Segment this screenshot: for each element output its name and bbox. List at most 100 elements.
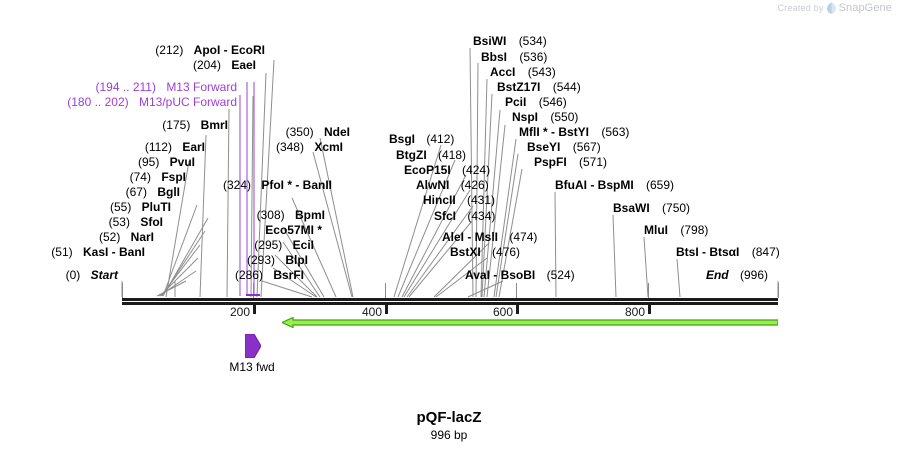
site-label-ecop15i[interactable]: EcoP15I (424) [404, 164, 490, 176]
site-name: ApoI - EcoRI [193, 43, 265, 57]
site-name: BsrFI [273, 268, 304, 282]
site-label-bbsi[interactable]: BbsI (536) [481, 51, 547, 63]
site-label-pcii[interactable]: PciI (546) [505, 96, 567, 108]
site-name: Start [90, 268, 118, 282]
site-name: KasI - BanI [82, 245, 145, 259]
site-position: (426) [460, 178, 489, 192]
site-name: PluTI [141, 200, 171, 214]
site-label-nspi[interactable]: NspI (550) [512, 111, 578, 123]
site-position: (295) [254, 238, 283, 252]
site-name: BtgZI [396, 148, 427, 162]
site-label-bstz17i[interactable]: BstZ17I (544) [497, 81, 581, 93]
site-name: FspI [161, 170, 186, 184]
site-label-ecii[interactable]: (295) EciI [254, 239, 314, 251]
ruler-tick-400 [385, 305, 388, 314]
site-label-pluti[interactable]: (55) PluTI [110, 201, 171, 213]
site-label-bgli[interactable]: (67) BglI [126, 186, 180, 198]
site-position: (348) [275, 140, 304, 154]
site-name: SfoI [140, 215, 163, 229]
feature-arrow-lacZ[interactable] [282, 317, 778, 328]
site-position: (536) [519, 50, 548, 64]
site-label-mlui[interactable]: MluI (798) [644, 224, 708, 236]
snapgene-logo-icon [826, 2, 836, 14]
site-name: BmrI [200, 118, 228, 132]
site-label-mfli-bstyi[interactable]: MflI * - BstYI (563) [519, 126, 629, 138]
site-label-pspfi[interactable]: PspFI (571) [534, 156, 607, 168]
primer-label-m13-forward[interactable]: (194 .. 211) M13 Forward [95, 81, 237, 93]
gridline [516, 283, 517, 298]
site-position: (659) [646, 178, 675, 192]
site-label-hincii[interactable]: HincII (431) [423, 194, 495, 206]
site-name: MflI * - BstYI [519, 125, 590, 139]
site-label-bseyi[interactable]: BseYI (567) [527, 141, 601, 153]
site-label-pfoi-banii[interactable]: (324) PfoI * - BanII [223, 179, 332, 191]
site-position: (324) [222, 178, 251, 192]
site-position: (350) [285, 125, 314, 139]
site-position: (95) [137, 155, 160, 169]
site-position: (798) [680, 223, 709, 237]
site-label-fspi[interactable]: (74) FspI [130, 171, 186, 183]
site-position: (431) [467, 193, 496, 207]
plasmid-title: pQF-lacZ [416, 409, 482, 426]
site-label-alei-msli[interactable]: AleI - MslI (474) [442, 231, 537, 243]
site-label-ndei[interactable]: (350) NdeI [286, 126, 350, 138]
site-name: BglI [157, 185, 180, 199]
site-label-eco57mi[interactable]: Eco57MI * [265, 224, 322, 236]
site-name: PfoI * - BanII [261, 178, 332, 192]
site-name: NspI [512, 110, 539, 124]
primer-label-m13-puc-forward[interactable]: (180 .. 202) M13/pUC Forward [67, 96, 237, 108]
site-label-bpmi[interactable]: (308) BpmI [257, 209, 325, 221]
site-position: (52) [98, 230, 121, 244]
site-label-bsiwi[interactable]: BsiWI (534) [473, 35, 547, 47]
site-label-bmri[interactable]: (175) BmrI [162, 119, 228, 131]
site-position: (51) [51, 245, 73, 259]
site-name: BseYI [527, 140, 561, 154]
site-label-eaei[interactable]: (204) EaeI [193, 59, 256, 71]
primer-arrow-m13-fwd[interactable] [245, 334, 261, 358]
site-label-kasi-bani[interactable]: (51) KasI - BanI [51, 246, 145, 258]
site-label-pvui[interactable]: (95) PvuI [138, 156, 195, 168]
site-name: BtsI - BtsαI [676, 245, 740, 259]
site-name: BstXI [450, 245, 481, 259]
site-label-btgzi[interactable]: BtgZI (418) [396, 149, 466, 161]
site-name: XcmI [314, 140, 343, 154]
site-name: AlwNI [416, 178, 450, 192]
ruler-tick-label-600: 600 [492, 305, 513, 319]
site-name: BpmI [295, 208, 325, 222]
site-name: SfcI [434, 209, 457, 223]
site-label-bsgi[interactable]: BsgI (412) [389, 133, 454, 145]
ruler-tick-800 [648, 305, 651, 314]
site-name: BsaWI [613, 201, 650, 215]
site-label-bstxi[interactable]: BstXI (476) [450, 246, 520, 258]
site-label-acci[interactable]: AccI (543) [490, 66, 556, 78]
site-label-avai-bsobi[interactable]: AvaI - BsoBI (524) [465, 269, 575, 281]
site-label-btsi-btsai[interactable]: BtsI - BtsαI (847) [676, 246, 780, 258]
site-position: (476) [492, 245, 521, 259]
primer-range: (180 .. 202) [67, 95, 129, 109]
site-position: (571) [579, 155, 608, 169]
site-label-sfci[interactable]: SfcI (434) [434, 210, 495, 222]
site-label-nari[interactable]: (52) NarI [99, 231, 154, 243]
site-position: (550) [550, 110, 579, 124]
site-position: (74) [129, 170, 151, 184]
watermark-created-by-label: Created by [777, 3, 824, 13]
primer-name: M13/pUC Forward [138, 95, 237, 109]
site-label-apoi-ecori[interactable]: (212) ApoI - EcoRI [155, 44, 265, 56]
site-name: NarI [130, 230, 154, 244]
site-label-xcmi[interactable]: (348) XcmI [276, 141, 343, 153]
gridline [778, 283, 779, 298]
site-label-blpi[interactable]: (293) BlpI [247, 254, 308, 266]
site-label-bsawi[interactable]: BsaWI (750) [613, 202, 690, 214]
site-label-bfuai-bspmi[interactable]: BfuAI - BspMI (659) [555, 179, 674, 191]
site-label-bsrfi[interactable]: (286) BsrFI [235, 269, 304, 281]
site-name: MluI [644, 223, 668, 237]
site-label-sfoi[interactable]: (53) SfoI [109, 216, 163, 228]
site-label-alwni[interactable]: AlwNI (426) [416, 179, 489, 191]
site-label-end[interactable]: End (996) [706, 269, 768, 281]
ruler-tick-label-400: 400 [361, 305, 382, 319]
site-label-start[interactable]: (0) Start [66, 269, 118, 281]
site-position: (418) [438, 148, 467, 162]
site-name: EarI [182, 140, 205, 154]
site-label-eari[interactable]: (112) EarI [145, 141, 205, 153]
